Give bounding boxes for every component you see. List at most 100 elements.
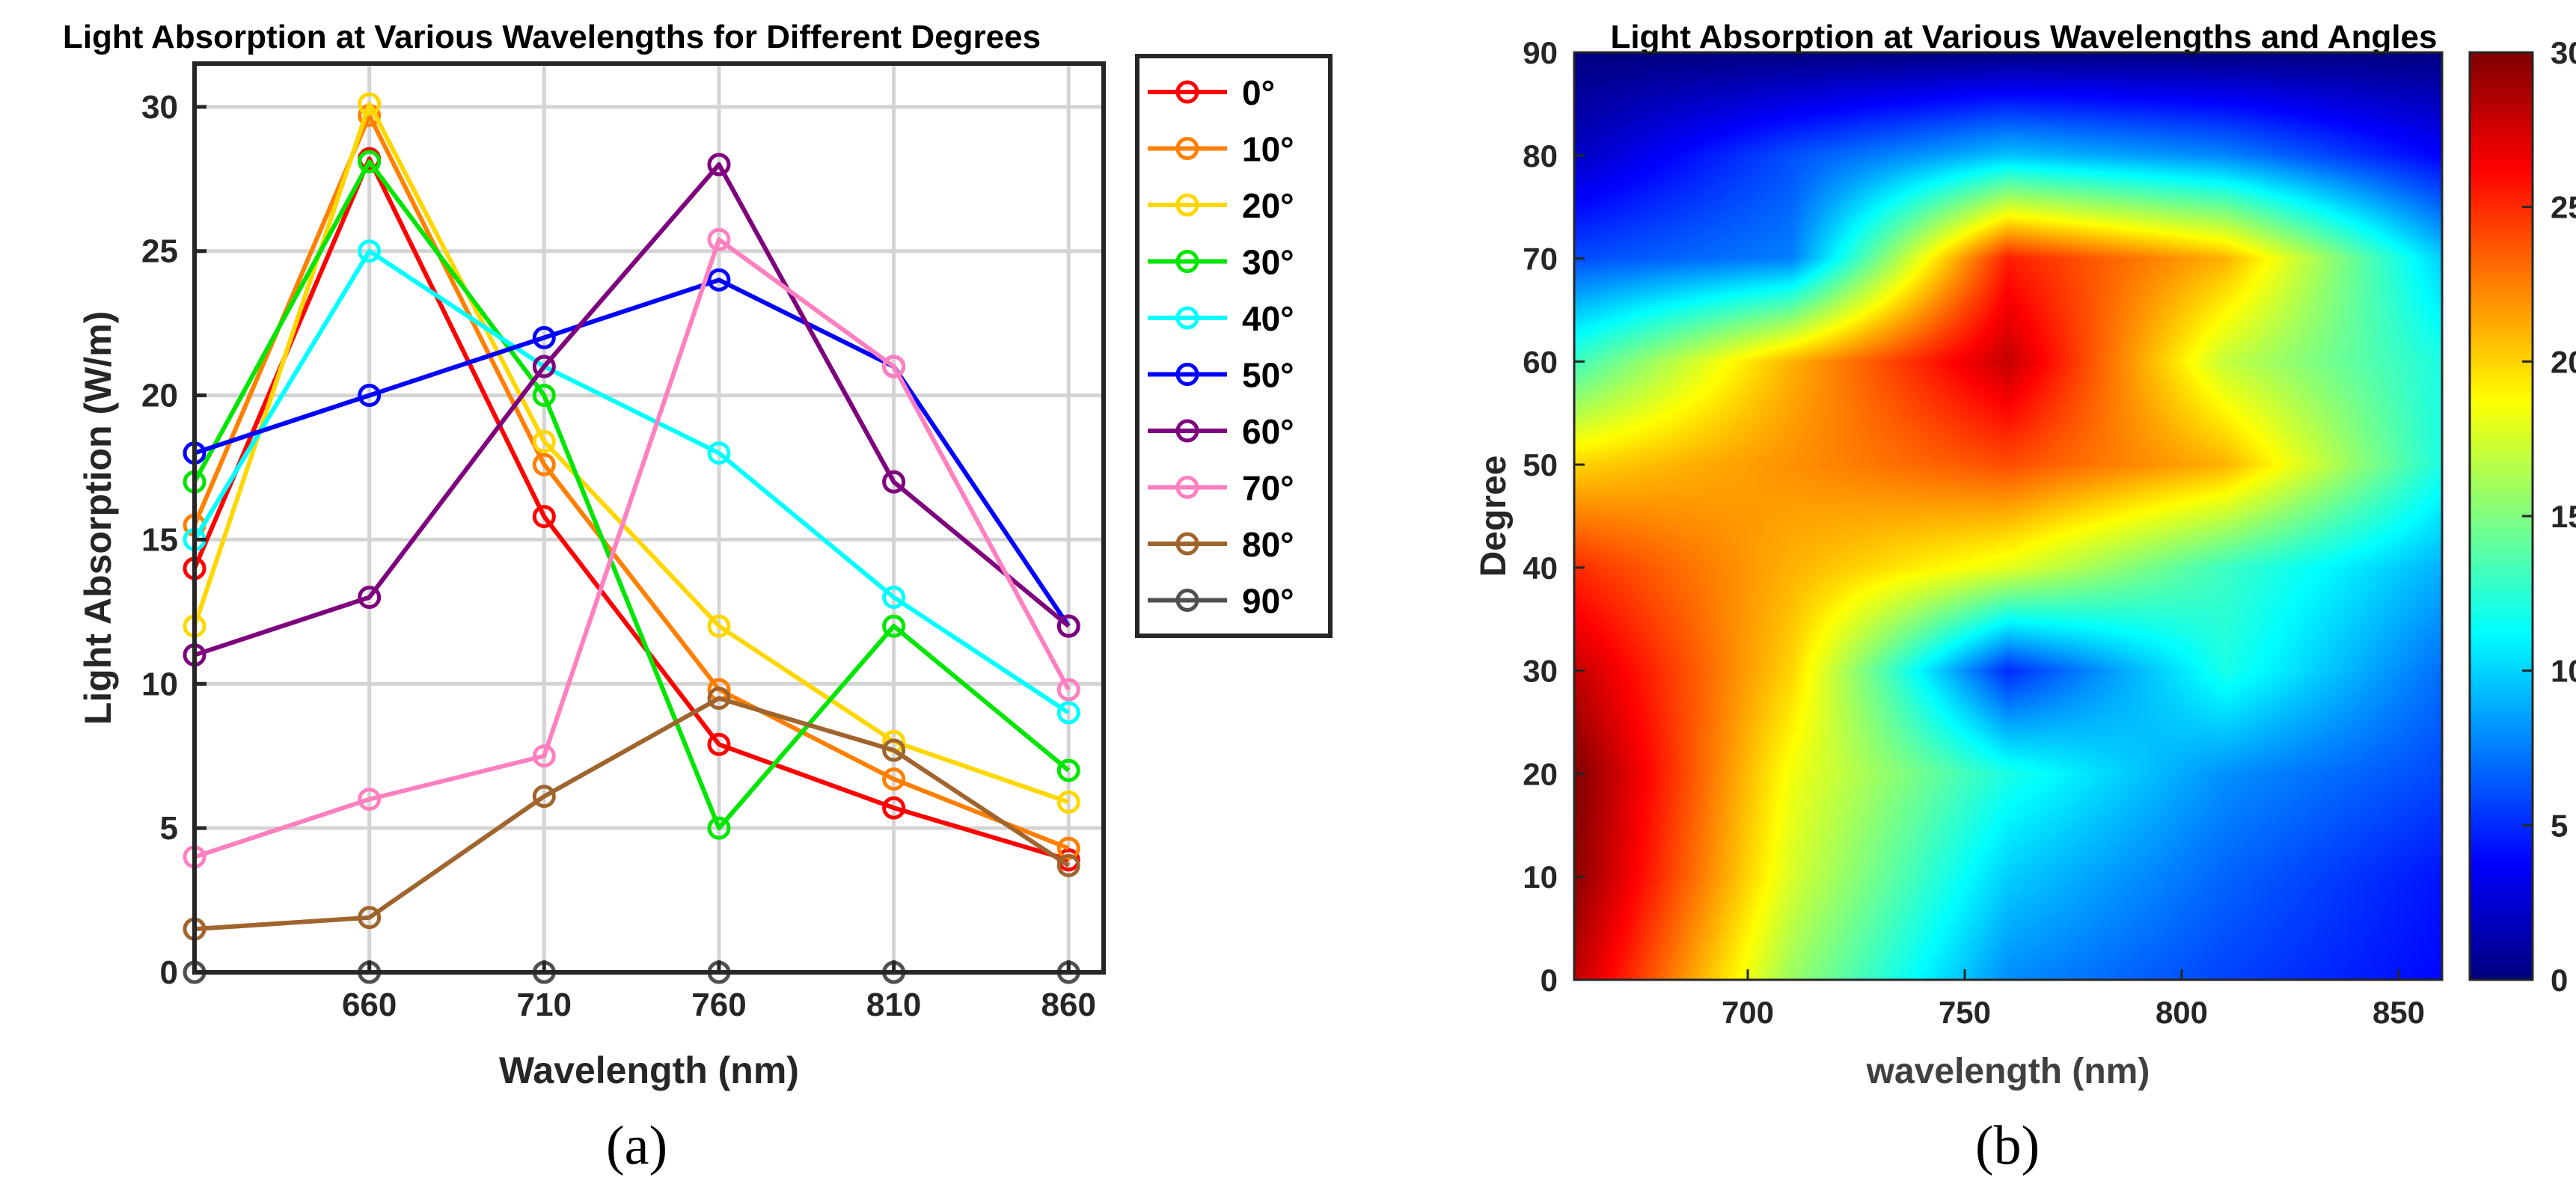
- x-tick-label: 750: [1939, 995, 1991, 1030]
- data-point: [882, 586, 906, 610]
- plot-area-a: [195, 64, 1104, 972]
- data-point: [358, 906, 382, 930]
- data-point: [532, 505, 556, 529]
- heatmap-image: [1574, 52, 2442, 980]
- legend-label: 50°: [1242, 356, 1294, 395]
- line-chart-a: Light Absorption at Various Wavelengths …: [63, 19, 1333, 1091]
- y-axis-label-a: Light Absorption (W/m): [77, 311, 119, 726]
- caption-a: (a): [606, 1115, 668, 1177]
- legend-box: [1135, 54, 1333, 638]
- x-tick-label: 760: [691, 987, 746, 1023]
- x-axis-label-a: Wavelength (nm): [499, 1049, 799, 1091]
- colorbar-tick-label: 5: [2551, 808, 2568, 843]
- x-axis-label-b: wavelength (nm): [1866, 1052, 2150, 1091]
- x-tick-label: 850: [2372, 995, 2425, 1030]
- data-point: [358, 586, 382, 610]
- data-point: [358, 92, 382, 116]
- x-tick-label: 810: [866, 987, 921, 1023]
- legend-label: 30°: [1242, 243, 1294, 282]
- data-point: [358, 239, 382, 263]
- series-line: [194, 277, 1071, 628]
- legend-label: 60°: [1242, 412, 1294, 451]
- legend-label: 10°: [1242, 130, 1294, 169]
- data-point: [1056, 678, 1080, 702]
- data-point: [532, 453, 556, 476]
- x-tick-label: 800: [2156, 995, 2208, 1030]
- y-tick-label: 25: [141, 233, 178, 270]
- colorbar-tick-label: 30: [2551, 35, 2576, 70]
- data-point: [707, 227, 731, 251]
- data-point: [882, 738, 906, 762]
- legend-swatch-marker: [1175, 363, 1199, 386]
- y-tick-label: 0: [160, 954, 178, 991]
- legend-swatch-marker: [1175, 80, 1199, 104]
- y-tick-label: 20: [1523, 756, 1558, 791]
- legend-label: 70°: [1242, 469, 1294, 508]
- series-line: [194, 162, 1071, 657]
- legend-label: 40°: [1242, 299, 1294, 338]
- data-point: [707, 614, 731, 638]
- y-tick-label: 0: [1541, 963, 1558, 998]
- series-line: [194, 696, 1070, 932]
- colorbar-tick-label: 25: [2551, 190, 2576, 225]
- series-line: [194, 237, 1071, 859]
- data-point: [358, 150, 382, 174]
- data-point: [882, 470, 906, 494]
- data-point: [532, 384, 556, 408]
- data-point: [1056, 758, 1080, 782]
- y-tick-label: 50: [1523, 447, 1558, 482]
- data-point: [358, 384, 382, 408]
- x-tick-label: 860: [1041, 987, 1096, 1023]
- colorbar-tick-label: 0: [2551, 963, 2568, 998]
- legend-swatch-marker: [1175, 589, 1199, 612]
- data-point: [707, 732, 731, 756]
- data-point: [707, 153, 731, 177]
- data-point: [707, 687, 731, 711]
- y-tick-label: 90: [1523, 35, 1558, 70]
- data-point: [882, 767, 906, 791]
- data-point: [532, 355, 556, 378]
- legend-swatch-marker: [1175, 193, 1199, 217]
- legend-label: 80°: [1242, 525, 1294, 564]
- axes-box-a: [192, 61, 1106, 975]
- y-tick-label: 5: [160, 810, 178, 847]
- data-point: [707, 268, 731, 292]
- legend-label: 90°: [1242, 582, 1294, 621]
- chart-a-title: Light Absorption at Various Wavelengths …: [63, 19, 1041, 55]
- x-tick-label: 700: [1722, 995, 1774, 1030]
- colorbar-tick-label: 10: [2551, 654, 2576, 689]
- series-line: [192, 159, 1071, 831]
- y-tick-label: 15: [141, 521, 178, 558]
- y-tick-label: 30: [1523, 654, 1558, 689]
- y-tick-label: 80: [1523, 138, 1558, 174]
- data-point: [358, 788, 382, 812]
- data-point: [532, 325, 556, 349]
- legend-swatch-marker: [1175, 532, 1199, 556]
- data-point: [707, 441, 731, 465]
- chart-b-title: Light Absorption at Various Wavelengths …: [1611, 19, 2438, 55]
- data-point: [532, 744, 556, 768]
- y-tick-label: 30: [141, 89, 178, 126]
- data-point: [532, 429, 556, 453]
- data-point: [882, 614, 906, 638]
- data-point: [1056, 853, 1080, 877]
- data-point: [707, 816, 731, 840]
- legend-label: 0°: [1242, 73, 1275, 112]
- legend-swatch-marker: [1175, 250, 1199, 273]
- data-point: [1056, 614, 1080, 638]
- legend-label: 20°: [1242, 186, 1294, 225]
- data-point: [1056, 790, 1080, 814]
- series-line: [192, 248, 1070, 715]
- x-tick-label: 710: [517, 987, 572, 1023]
- x-tick-label: 660: [342, 987, 397, 1023]
- colorbar-tick-label: 20: [2551, 344, 2576, 379]
- data-point: [1056, 701, 1080, 725]
- y-tick-label: 10: [141, 666, 178, 702]
- data-point: [1056, 836, 1080, 860]
- data-point: [882, 796, 906, 820]
- legend-swatch-marker: [1175, 419, 1199, 443]
- data-point: [532, 785, 556, 809]
- legend-swatch-marker: [1175, 306, 1199, 330]
- colorbar-tick-label: 15: [2551, 499, 2576, 534]
- legend-swatch-marker: [1175, 476, 1199, 499]
